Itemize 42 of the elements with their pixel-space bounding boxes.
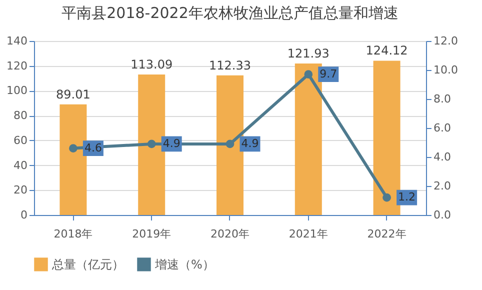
x-tick-label: 2020年 bbox=[210, 228, 250, 240]
y-tick-label: 40 bbox=[14, 158, 28, 172]
chart-title: 平南县2018-2022年农林牧渔业总产值总量和增速 bbox=[62, 4, 398, 22]
bar bbox=[294, 63, 322, 215]
data-label: 112.33 bbox=[209, 58, 251, 72]
x-tick-label: 2022年 bbox=[367, 228, 406, 240]
point bbox=[147, 140, 156, 148]
legend-label: 总量（亿元） bbox=[51, 257, 124, 272]
x-tick-label: 2019年 bbox=[132, 228, 172, 240]
y2-tick-label: 6.0 bbox=[434, 122, 451, 134]
bar bbox=[216, 75, 244, 215]
data-label: 4.6 bbox=[84, 141, 102, 154]
y-tick-label: 60 bbox=[14, 134, 28, 147]
y2-tick-label: 2.0 bbox=[434, 180, 451, 192]
data-label: 4.9 bbox=[241, 136, 259, 150]
bar bbox=[373, 60, 400, 215]
data-label: 4.9 bbox=[162, 136, 180, 150]
data-label: 1.2 bbox=[398, 190, 416, 204]
y2-tick-label: 4.0 bbox=[434, 150, 451, 164]
data-label: 113.09 bbox=[130, 57, 173, 72]
data-label: 89.01 bbox=[56, 87, 90, 102]
legend-label: 增速（%） bbox=[154, 257, 214, 272]
y-tick-label: 0 bbox=[20, 208, 28, 222]
data-label: 9.7 bbox=[320, 67, 338, 80]
data-label: 121.93 bbox=[287, 46, 330, 60]
y-tick-label: 140 bbox=[6, 34, 28, 48]
y2-tick-label: 10.0 bbox=[434, 64, 458, 76]
y-tick-label: 100 bbox=[6, 84, 28, 98]
point bbox=[382, 193, 391, 202]
x-tick-label: 2021年 bbox=[288, 228, 328, 240]
y2-tick-label: 8.0 bbox=[434, 92, 451, 106]
y-tick-label: 20 bbox=[14, 184, 28, 197]
data-label: 124.12 bbox=[366, 44, 408, 58]
point bbox=[304, 70, 313, 79]
point bbox=[226, 140, 234, 148]
x-tick-label: 2018年 bbox=[54, 228, 93, 240]
y2-tick-label: 12.0 bbox=[434, 34, 458, 48]
y2-tick-label: 0.0 bbox=[434, 208, 451, 222]
bar bbox=[60, 104, 87, 215]
y-tick-label: 80 bbox=[14, 109, 28, 122]
y-tick-label: 120 bbox=[6, 59, 28, 72]
point bbox=[69, 144, 78, 152]
